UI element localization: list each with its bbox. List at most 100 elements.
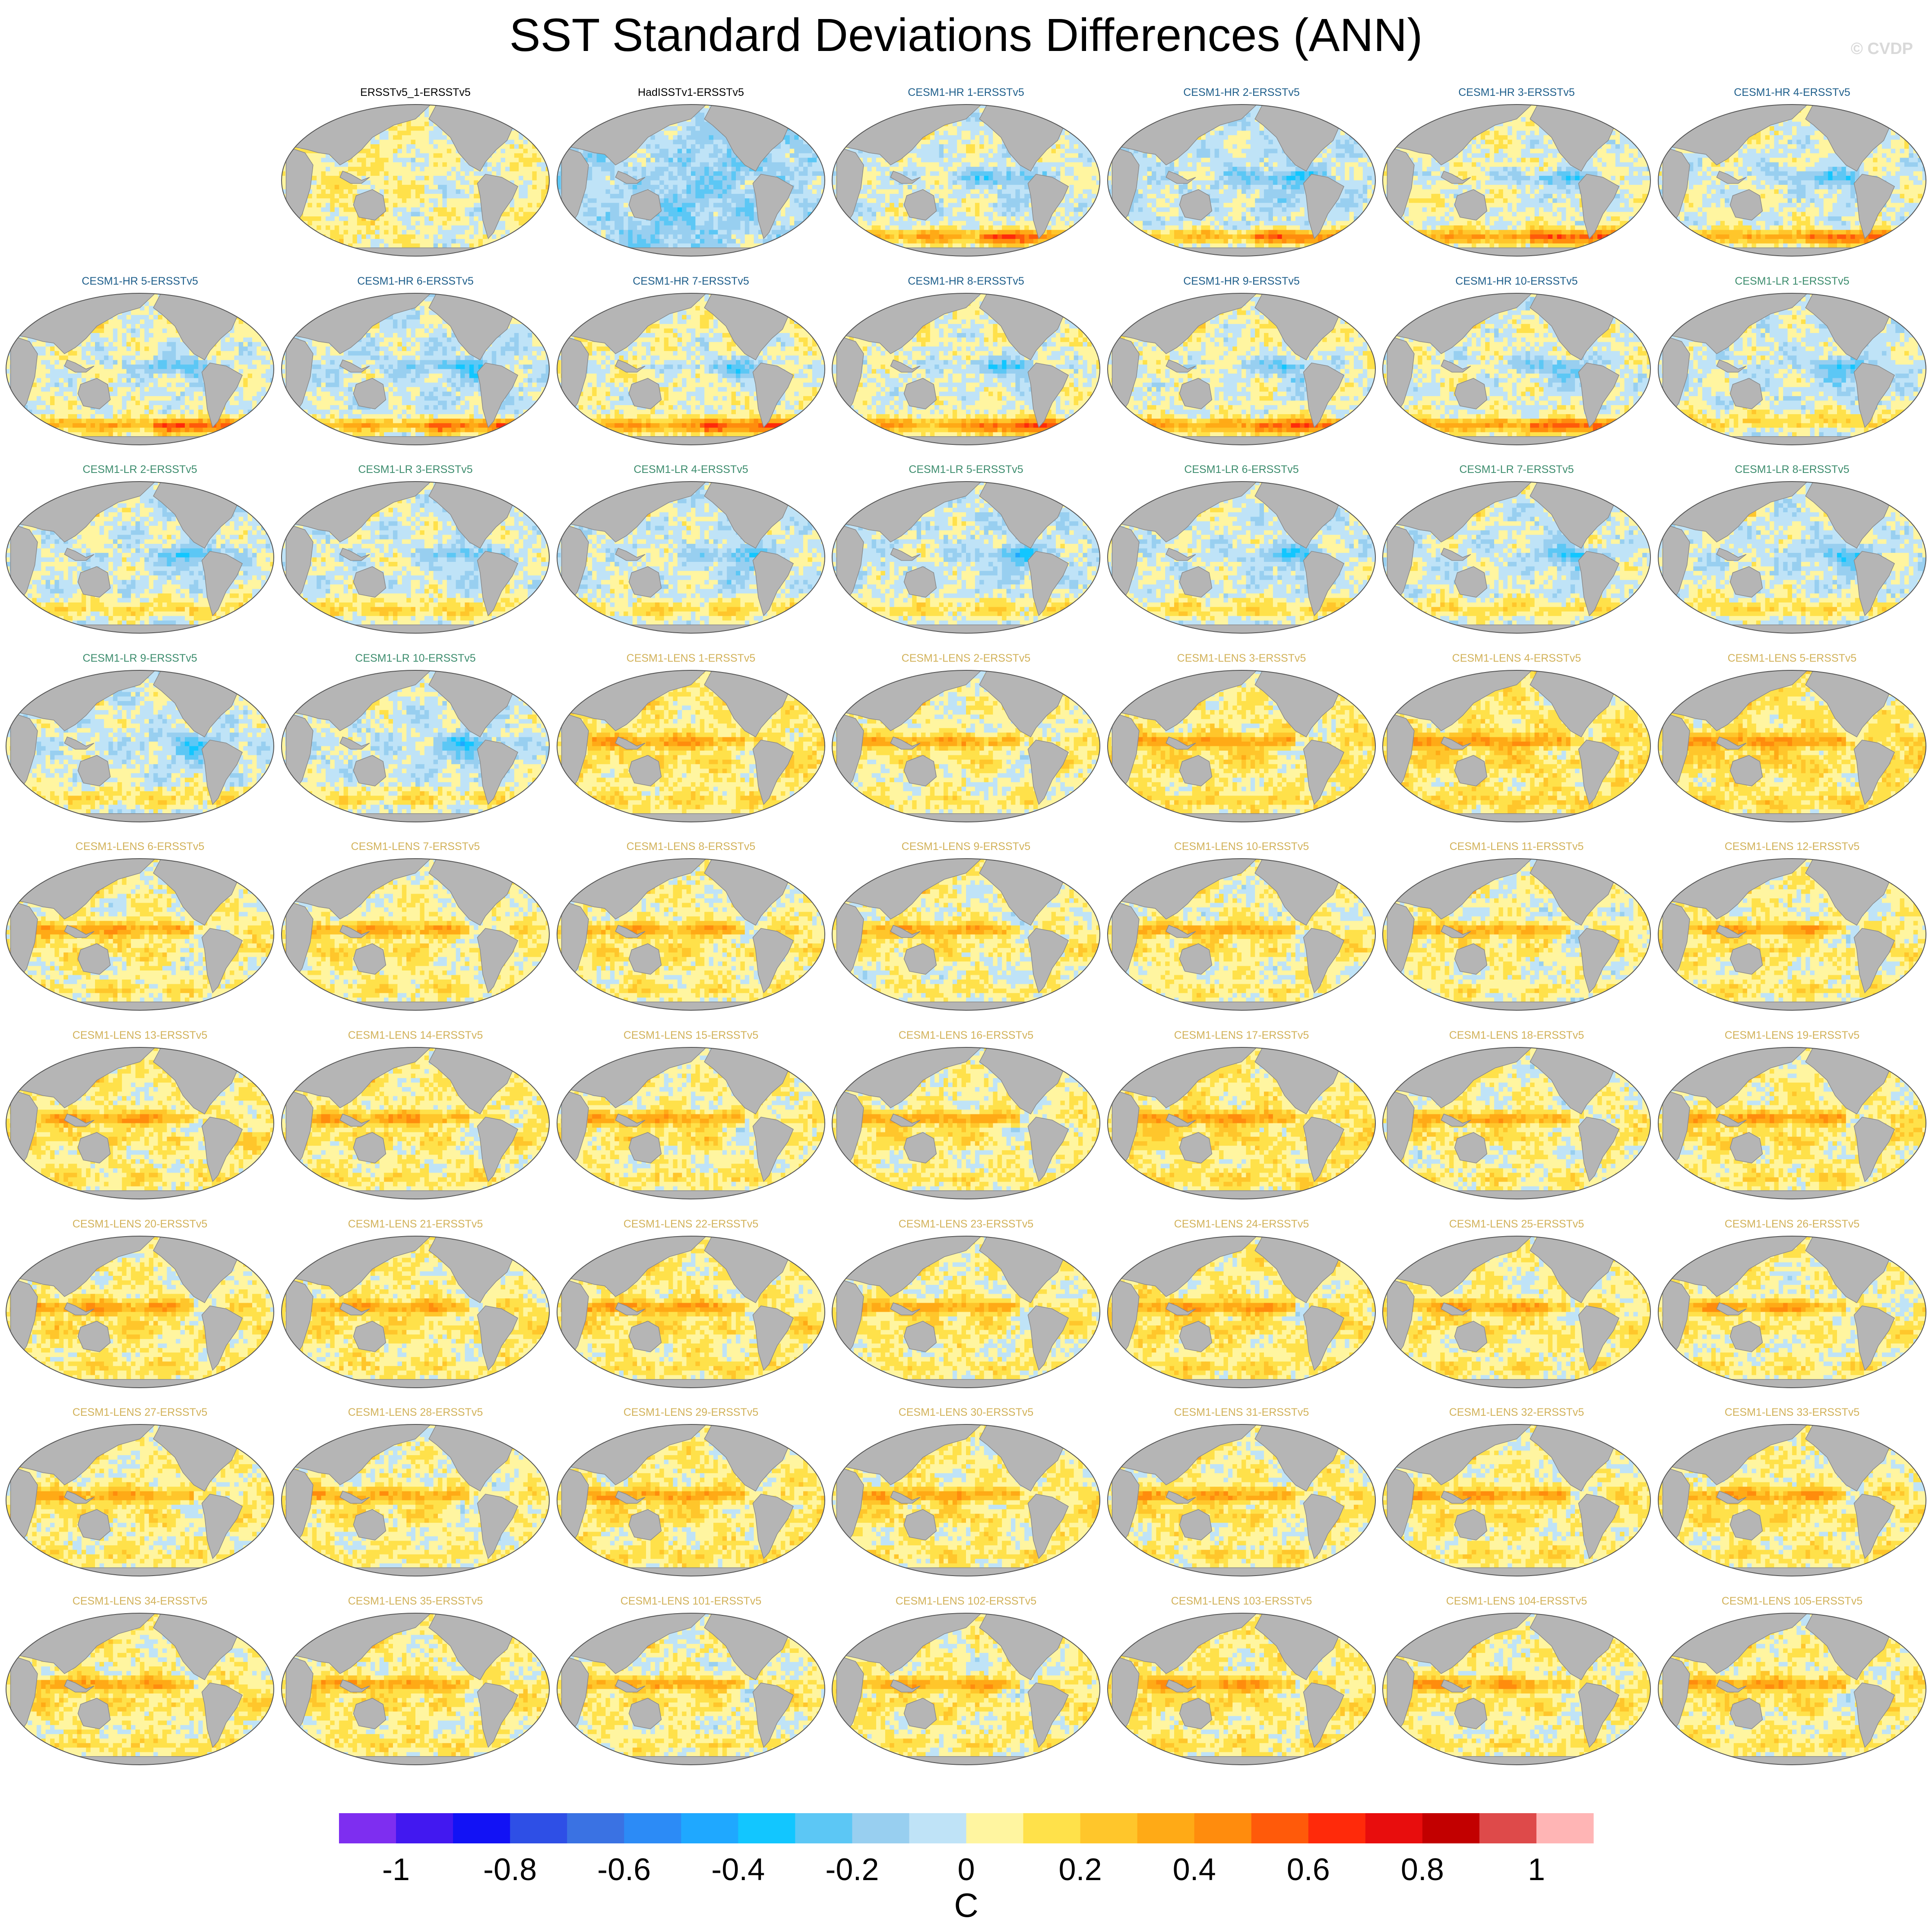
sst-difference-map — [1657, 292, 1927, 446]
panel-title: CESM1-HR 2-ERSSTv5 — [1107, 86, 1376, 99]
sst-difference-map — [281, 481, 550, 634]
panel-title: CESM1-HR 5-ERSSTv5 — [5, 275, 275, 288]
colorbar-segment — [1251, 1813, 1309, 1843]
panel-title: CESM1-LENS 8-ERSSTv5 — [556, 840, 826, 853]
colorbar-tick-label: 0.6 — [1287, 1852, 1330, 1887]
sst-difference-map — [5, 481, 275, 634]
sst-difference-map — [1382, 1047, 1651, 1200]
colorbar-segment — [1536, 1813, 1594, 1843]
map-panel: CESM1-LENS 105-ERSSTv5 — [1657, 1595, 1927, 1766]
panel-title: CESM1-LENS 2-ERSSTv5 — [831, 652, 1101, 665]
panel-title: CESM1-LENS 104-ERSSTv5 — [1382, 1595, 1651, 1608]
sst-difference-map — [1382, 1612, 1651, 1766]
panel-title: CESM1-LENS 10-ERSSTv5 — [1107, 840, 1376, 853]
map-panel: CESM1-LENS 29-ERSSTv5 — [556, 1406, 826, 1577]
map-panel: CESM1-LR 4-ERSSTv5 — [556, 463, 826, 634]
sst-difference-map — [1107, 669, 1376, 823]
panel-title: CESM1-LENS 35-ERSSTv5 — [281, 1595, 550, 1608]
panel-title: CESM1-HR 10-ERSSTv5 — [1382, 275, 1651, 288]
panel-title: CESM1-LENS 103-ERSSTv5 — [1107, 1595, 1376, 1608]
panel-title: CESM1-LENS 23-ERSSTv5 — [831, 1218, 1101, 1231]
panel-title: CESM1-LENS 21-ERSSTv5 — [281, 1218, 550, 1231]
map-panel: CESM1-LENS 23-ERSSTv5 — [831, 1218, 1101, 1389]
colorbar-tick-label: 1 — [1528, 1852, 1545, 1887]
map-panel: CESM1-LENS 13-ERSSTv5 — [5, 1029, 275, 1200]
map-panel: CESM1-LENS 11-ERSSTv5 — [1382, 840, 1651, 1011]
map-panel: CESM1-HR 3-ERSSTv5 — [1382, 86, 1651, 257]
panel-title: CESM1-LENS 18-ERSSTv5 — [1382, 1029, 1651, 1042]
colorbar-unit-label: C — [954, 1886, 978, 1922]
panel-title: CESM1-LENS 101-ERSSTv5 — [556, 1595, 826, 1608]
sst-difference-map — [1107, 1424, 1376, 1577]
sst-difference-map — [831, 1235, 1101, 1389]
map-panel: CESM1-LENS 17-ERSSTv5 — [1107, 1029, 1376, 1200]
colorbar-segment — [966, 1813, 1024, 1843]
map-panel: CESM1-LENS 102-ERSSTv5 — [831, 1595, 1101, 1766]
map-panel: CESM1-LENS 27-ERSSTv5 — [5, 1406, 275, 1577]
sst-difference-map — [1107, 858, 1376, 1011]
map-panel: CESM1-LENS 12-ERSSTv5 — [1657, 840, 1927, 1011]
map-panel: CESM1-LENS 33-ERSSTv5 — [1657, 1406, 1927, 1577]
map-panel: CESM1-HR 7-ERSSTv5 — [556, 275, 826, 446]
panel-title: CESM1-LENS 34-ERSSTv5 — [5, 1595, 275, 1608]
map-panel: CESM1-LENS 24-ERSSTv5 — [1107, 1218, 1376, 1389]
colorbar-segment — [852, 1813, 909, 1843]
panel-title: CESM1-LR 5-ERSSTv5 — [831, 463, 1101, 476]
map-panel: CESM1-LR 3-ERSSTv5 — [281, 463, 550, 634]
panel-title: CESM1-LR 6-ERSSTv5 — [1107, 463, 1376, 476]
sst-difference-map — [1107, 1235, 1376, 1389]
sst-difference-map — [1657, 1235, 1927, 1389]
sst-difference-map — [831, 104, 1101, 257]
map-panel: CESM1-HR 10-ERSSTv5 — [1382, 275, 1651, 446]
map-panel: CESM1-HR 2-ERSSTv5 — [1107, 86, 1376, 257]
sst-difference-map — [1107, 292, 1376, 446]
map-panel: HadISSTv1-ERSSTv5 — [556, 86, 826, 257]
sst-difference-map — [1657, 669, 1927, 823]
panel-title: CESM1-LENS 15-ERSSTv5 — [556, 1029, 826, 1042]
map-panel: CESM1-LENS 15-ERSSTv5 — [556, 1029, 826, 1200]
panel-title: CESM1-LENS 4-ERSSTv5 — [1382, 652, 1651, 665]
panel-title: CESM1-LENS 7-ERSSTv5 — [281, 840, 550, 853]
sst-difference-map — [831, 481, 1101, 634]
panel-title: CESM1-LENS 25-ERSSTv5 — [1382, 1218, 1651, 1231]
sst-difference-map — [1382, 104, 1651, 257]
colorbar-segment — [339, 1813, 396, 1843]
panel-title: CESM1-LENS 17-ERSSTv5 — [1107, 1029, 1376, 1042]
panel-title: CESM1-LENS 28-ERSSTv5 — [281, 1406, 550, 1419]
panel-title: CESM1-LENS 1-ERSSTv5 — [556, 652, 826, 665]
panel-title: CESM1-LENS 102-ERSSTv5 — [831, 1595, 1101, 1608]
map-panel: CESM1-LENS 3-ERSSTv5 — [1107, 652, 1376, 823]
sst-difference-map — [1657, 1612, 1927, 1766]
panel-title: CESM1-LENS 33-ERSSTv5 — [1657, 1406, 1927, 1419]
map-panel: CESM1-HR 6-ERSSTv5 — [281, 275, 550, 446]
sst-difference-map — [831, 1047, 1101, 1200]
map-panel: CESM1-HR 4-ERSSTv5 — [1657, 86, 1927, 257]
colorbar-tick-label: 0 — [957, 1852, 975, 1887]
panel-title: CESM1-LENS 16-ERSSTv5 — [831, 1029, 1101, 1042]
panel-title: CESM1-LENS 3-ERSSTv5 — [1107, 652, 1376, 665]
sst-difference-map — [281, 104, 550, 257]
panel-title: CESM1-LENS 31-ERSSTv5 — [1107, 1406, 1376, 1419]
panel-title: CESM1-LENS 26-ERSSTv5 — [1657, 1218, 1927, 1231]
map-panel: CESM1-HR 1-ERSSTv5 — [831, 86, 1101, 257]
sst-difference-map — [831, 292, 1101, 446]
colorbar-tick-label: -0.8 — [483, 1852, 537, 1887]
map-panel: ERSSTv5_1-ERSSTv5 — [281, 86, 550, 257]
colorbar-tick-label: 0.4 — [1173, 1852, 1216, 1887]
panel-title: CESM1-LR 1-ERSSTv5 — [1657, 275, 1927, 288]
panel-title: CESM1-LENS 11-ERSSTv5 — [1382, 840, 1651, 853]
map-panel: CESM1-LR 10-ERSSTv5 — [281, 652, 550, 823]
panel-title: CESM1-LENS 14-ERSSTv5 — [281, 1029, 550, 1042]
sst-difference-map — [1382, 1424, 1651, 1577]
sst-difference-map — [5, 292, 275, 446]
colorbar-segment — [1479, 1813, 1537, 1843]
map-panel: CESM1-LENS 32-ERSSTv5 — [1382, 1406, 1651, 1577]
map-panel: CESM1-LENS 28-ERSSTv5 — [281, 1406, 550, 1577]
colorbar-tick-label: 0.8 — [1401, 1852, 1444, 1887]
panel-title: CESM1-LR 9-ERSSTv5 — [5, 652, 275, 665]
panel-title: CESM1-LR 2-ERSSTv5 — [5, 463, 275, 476]
panel-title: CESM1-LENS 6-ERSSTv5 — [5, 840, 275, 853]
sst-difference-map — [556, 858, 826, 1011]
colorbar-segment — [1422, 1813, 1480, 1843]
map-panel: CESM1-LENS 26-ERSSTv5 — [1657, 1218, 1927, 1389]
